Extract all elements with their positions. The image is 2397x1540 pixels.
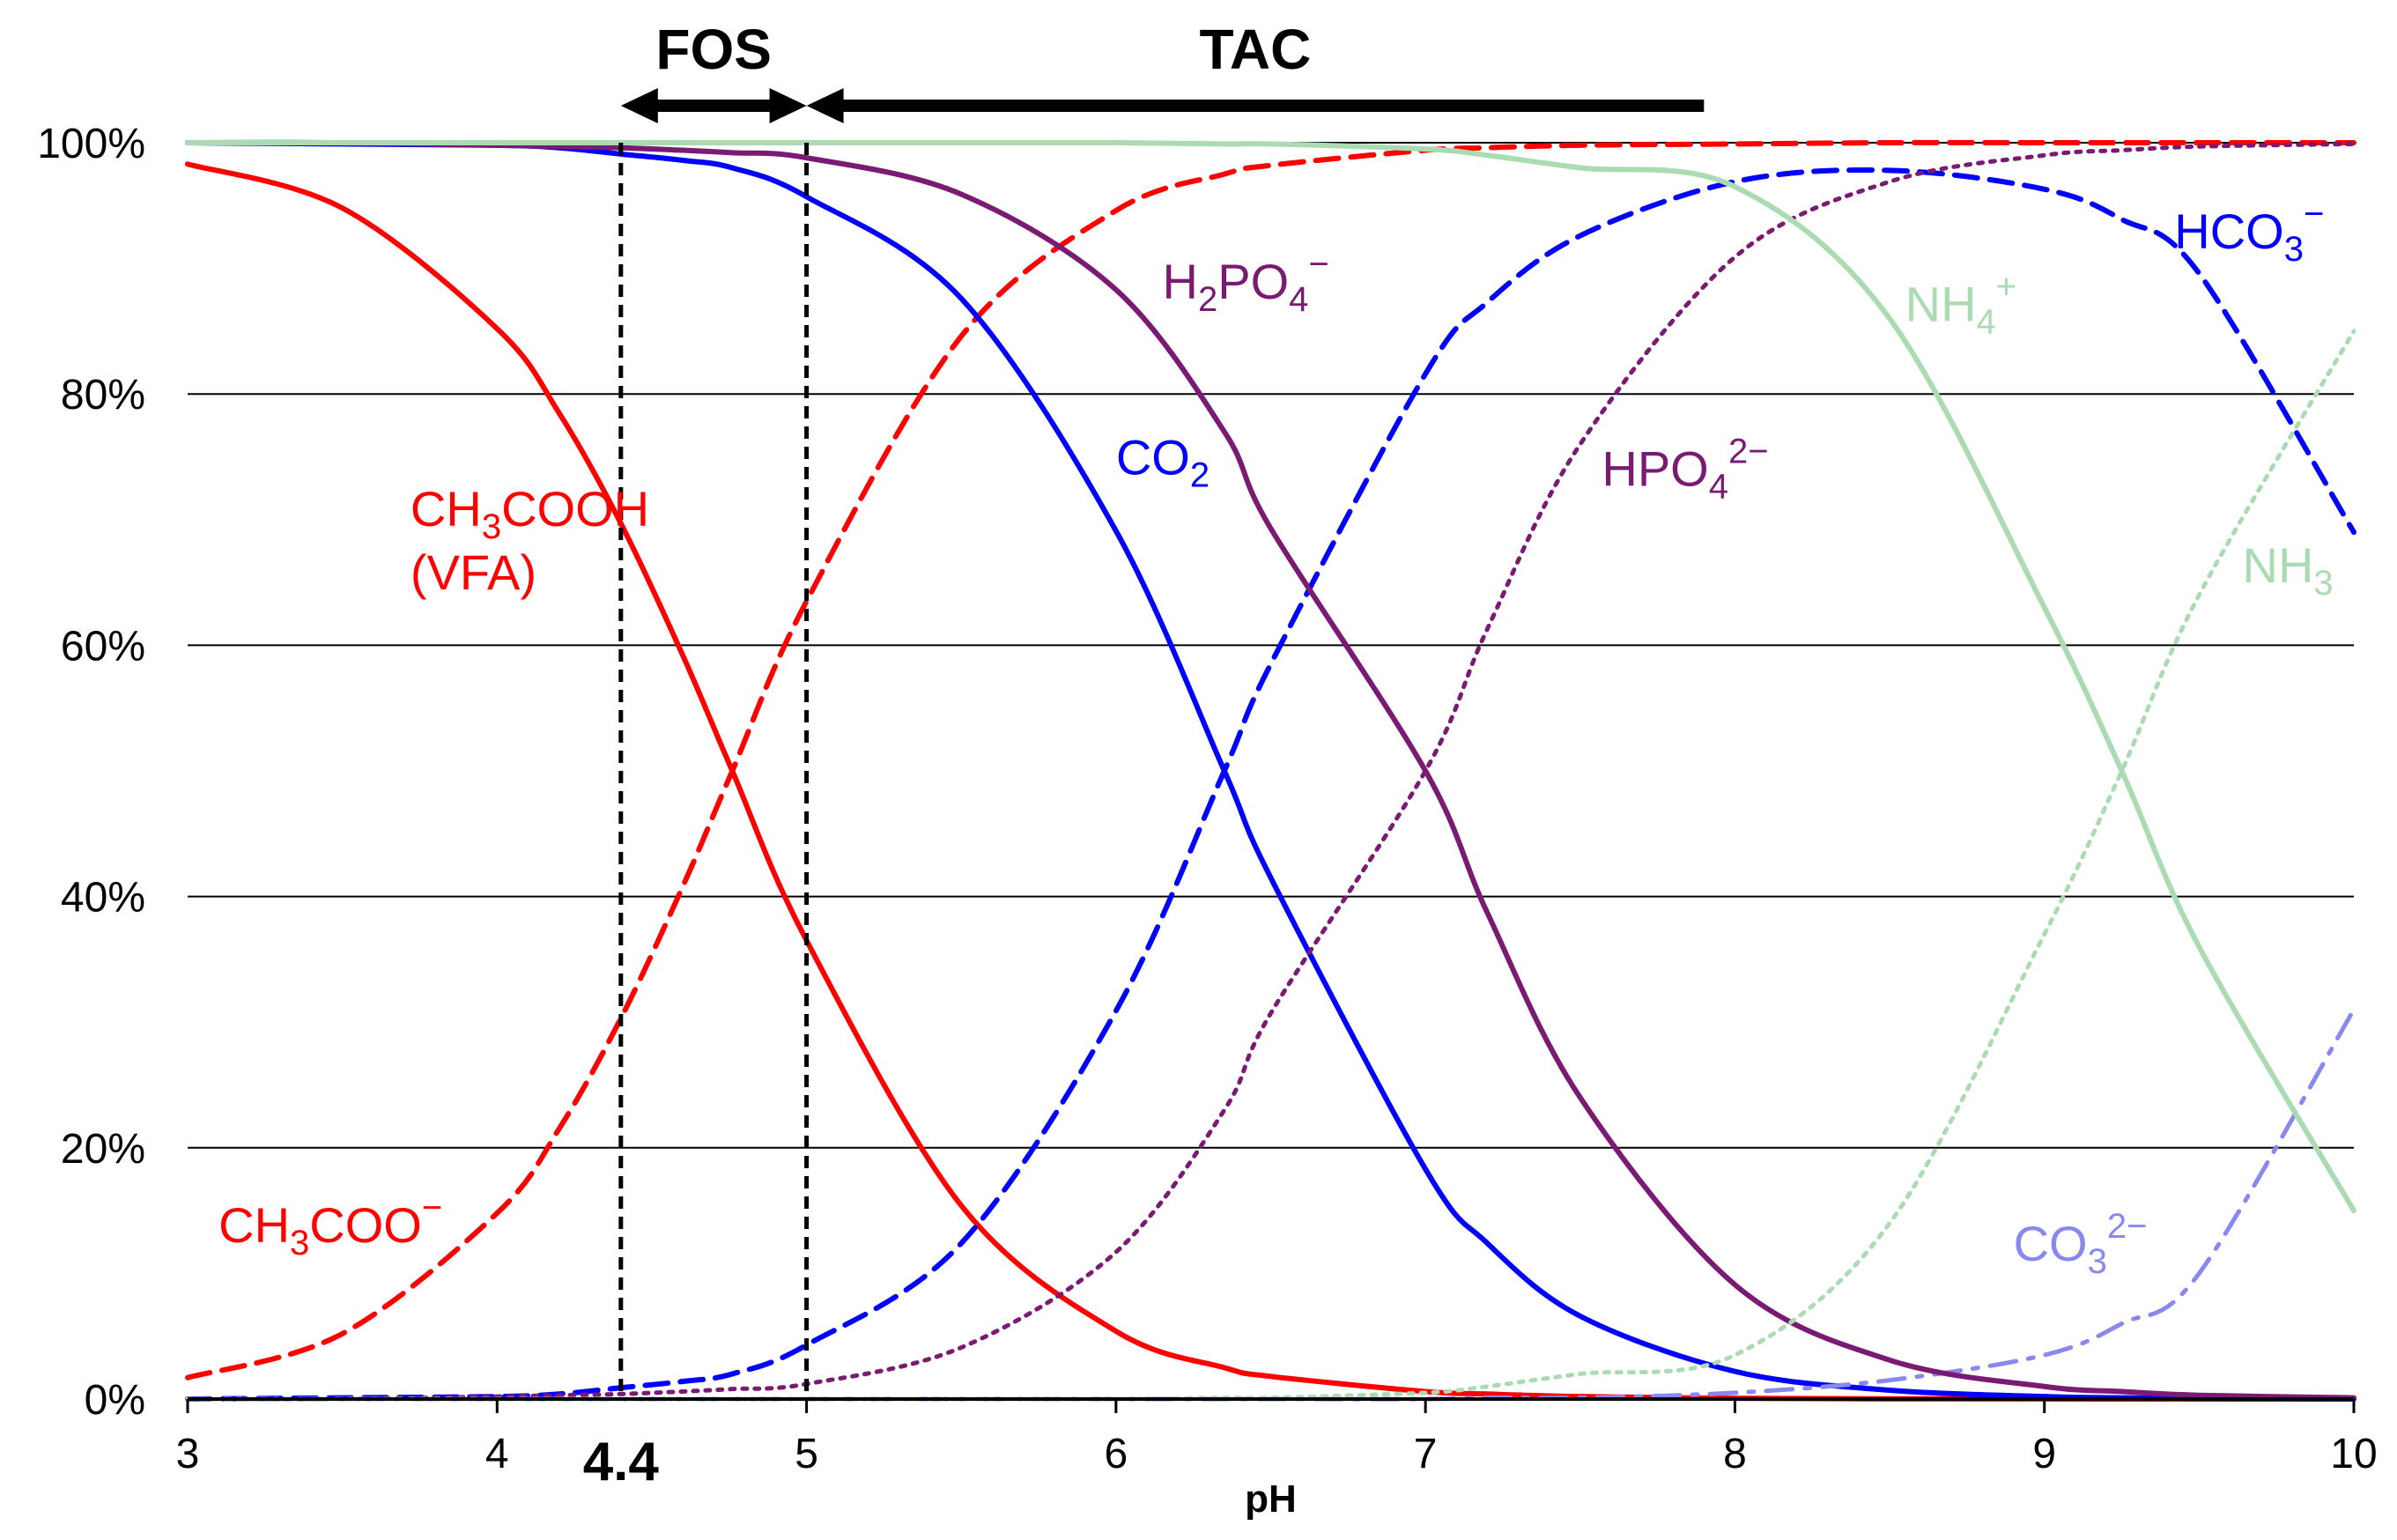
label-part: H — [1163, 254, 1198, 309]
label-part: 3 — [482, 507, 501, 546]
label-part: 3 — [290, 1224, 309, 1262]
x-highlight-label: 4.4 — [583, 1432, 660, 1492]
label-part: HCO — [2174, 204, 2283, 259]
series-label: HCO3− — [2174, 195, 2324, 269]
series-line-2 — [185, 140, 2356, 1402]
x-tick-label: 3 — [176, 1431, 200, 1477]
series-label: CH3COO− — [218, 1188, 442, 1262]
series-line-7 — [185, 139, 2356, 1214]
range-label: TAC — [1200, 18, 1312, 81]
label-part: 4 — [1289, 280, 1308, 319]
label-part: 3 — [2088, 1242, 2107, 1281]
series-line-1 — [185, 139, 2356, 1381]
axes: 0% 20% 40% 60% 80% 100% 3 4 5 6 7 8 9 10 4.4 pH — [37, 121, 2377, 1521]
range-label: FOS — [655, 18, 772, 81]
label-part: 2 — [1190, 455, 1210, 494]
series-label-line2: (VFA) — [411, 544, 536, 600]
x-tick-label: 8 — [1723, 1431, 1747, 1477]
reference-lines — [618, 143, 810, 1399]
series-line-3 — [185, 167, 2356, 1402]
series-label: CO2 — [1116, 429, 1210, 494]
label-part: 4 — [1709, 467, 1728, 506]
y-tick-label: 40% — [61, 875, 145, 922]
series-labels: CH3COOH(VFA)CH3COO−CO2HCO3−CO32−H2PO4−HP… — [218, 195, 2334, 1281]
label-part: 3 — [2284, 230, 2304, 269]
label-part: − — [2304, 195, 2324, 233]
label-part: 2− — [2107, 1207, 2148, 1246]
fos-tac-ranges: FOS TAC — [620, 18, 1705, 123]
series-label: H2PO4− — [1163, 245, 1329, 319]
series-line-4 — [185, 1007, 2356, 1402]
y-tick-label: 100% — [37, 121, 145, 167]
label-part: HPO — [1602, 441, 1708, 496]
label-part: CH — [411, 481, 482, 537]
label-part: PO — [1217, 254, 1289, 309]
label-part: + — [1996, 267, 2016, 306]
series-line-6 — [185, 141, 2356, 1402]
x-axis-title: pH — [1245, 1477, 1297, 1521]
x-tick-label: 4 — [485, 1431, 509, 1477]
label-part: 3 — [2313, 564, 2333, 603]
label-part: NH — [1905, 276, 1977, 331]
label-part: − — [422, 1188, 442, 1227]
series-label: HPO42− — [1602, 432, 1768, 506]
label-part: NH — [2243, 537, 2314, 593]
label-part: COO — [309, 1197, 422, 1253]
y-tick-label: 80% — [61, 372, 145, 418]
range-arrow-right — [769, 88, 807, 123]
range-arrow-left — [806, 88, 844, 123]
series-label: CO32− — [2014, 1207, 2148, 1281]
label-part: CO — [1116, 429, 1190, 485]
label-part: − — [1308, 245, 1328, 284]
label-part: 4 — [1977, 302, 1996, 341]
series-line-0 — [185, 161, 2356, 1403]
label-part: COOH — [501, 481, 649, 537]
label-part: CH — [218, 1197, 290, 1253]
label-part: CO — [2014, 1216, 2088, 1271]
x-tick-label: 7 — [1414, 1431, 1438, 1477]
series-label: CH3COOH — [411, 481, 649, 546]
y-tick-label: 20% — [61, 1126, 145, 1173]
label-part: 2− — [1728, 432, 1769, 470]
series-label: NH4+ — [1905, 267, 2017, 341]
x-tick-label: 10 — [2330, 1431, 2377, 1477]
series-line-5 — [185, 139, 2356, 1401]
series-lines — [185, 139, 2356, 1403]
range-arrow-left — [620, 88, 658, 123]
y-tick-label: 0% — [85, 1377, 145, 1424]
y-tick-label: 60% — [61, 623, 145, 670]
series-label: NH3 — [2243, 537, 2334, 603]
x-tick-label: 9 — [2032, 1431, 2056, 1477]
x-tick-label: 6 — [1105, 1431, 1128, 1477]
x-tick-label: 5 — [795, 1431, 818, 1477]
label-part: 2 — [1198, 280, 1217, 319]
